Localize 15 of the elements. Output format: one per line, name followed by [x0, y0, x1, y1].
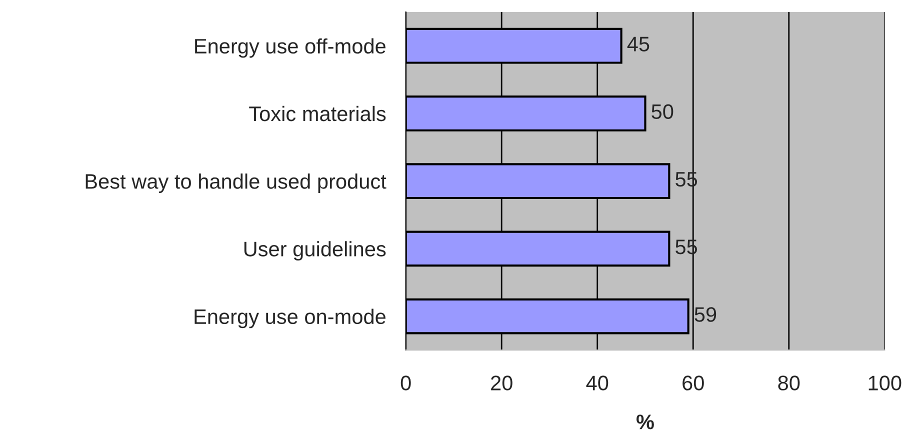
y-tick-label: User guidelines: [244, 241, 386, 261]
x-tick-label: 80: [778, 376, 800, 390]
y-tick-label: Energy use on-mode: [194, 308, 386, 328]
x-tick-label: 20: [491, 376, 512, 390]
x-tick-label: 0: [400, 376, 411, 390]
data-label: 45: [627, 36, 650, 52]
y-tick-label: Best way to handle used product: [86, 174, 386, 193]
data-label: 59: [694, 307, 716, 322]
x-axis-title: %: [636, 414, 654, 430]
y-tick-label: Energy use off-mode: [195, 38, 386, 58]
x-tick-label: 100: [868, 376, 902, 390]
data-label: 50: [652, 104, 674, 120]
y-tick-label: Toxic materials: [249, 106, 386, 122]
x-tick-label: 40: [586, 376, 608, 390]
x-tick-label: 60: [682, 376, 704, 390]
